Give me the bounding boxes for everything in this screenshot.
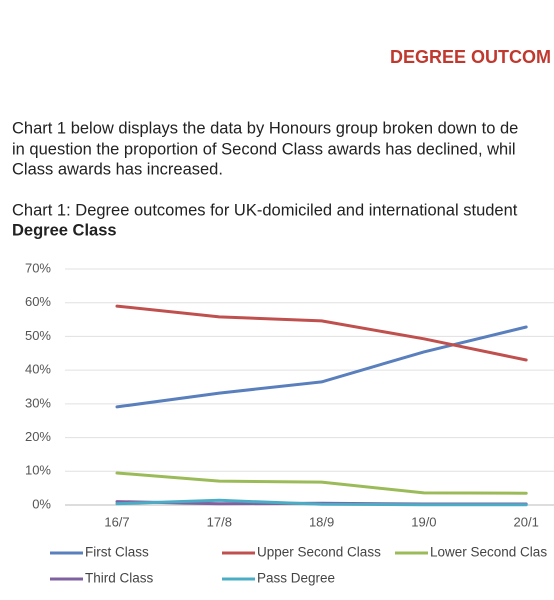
x-tick-label: 17/8 (207, 514, 232, 529)
x-tick-label: 19/0 (411, 514, 436, 529)
legend-label: First Class (85, 545, 149, 560)
y-tick-label: 0% (32, 496, 51, 511)
paragraph-line: Class awards has increased. (12, 160, 223, 178)
legend-label: Pass Degree (257, 571, 335, 586)
chart-subtitle: Degree Class (12, 221, 117, 239)
x-tick-label: 18/9 (309, 514, 334, 529)
series-line (115, 498, 528, 507)
y-tick-label: 20% (25, 429, 51, 444)
x-tick-label: 20/1 (514, 514, 539, 529)
x-tick-label: 16/7 (104, 514, 129, 529)
series-line (115, 471, 528, 495)
y-tick-label: 60% (25, 294, 51, 309)
y-tick-label: 30% (25, 395, 51, 410)
y-tick-label: 10% (25, 463, 51, 478)
series-line (115, 325, 528, 409)
chart-title: Chart 1: Degree outcomes for UK-domicile… (12, 201, 518, 219)
paragraph-line: Chart 1 below displays the data by Honou… (12, 119, 518, 137)
y-tick-label: 50% (25, 328, 51, 343)
series-line (115, 304, 528, 362)
legend-label: Third Class (85, 571, 154, 586)
legend-label: Lower Second Clas (430, 545, 547, 560)
legend-label: Upper Second Class (257, 545, 381, 560)
y-tick-label: 40% (25, 362, 51, 377)
heading: DEGREE OUTCOM (390, 47, 551, 67)
y-tick-label: 70% (25, 260, 51, 275)
paragraph-line: in question the proportion of Second Cla… (12, 140, 516, 158)
